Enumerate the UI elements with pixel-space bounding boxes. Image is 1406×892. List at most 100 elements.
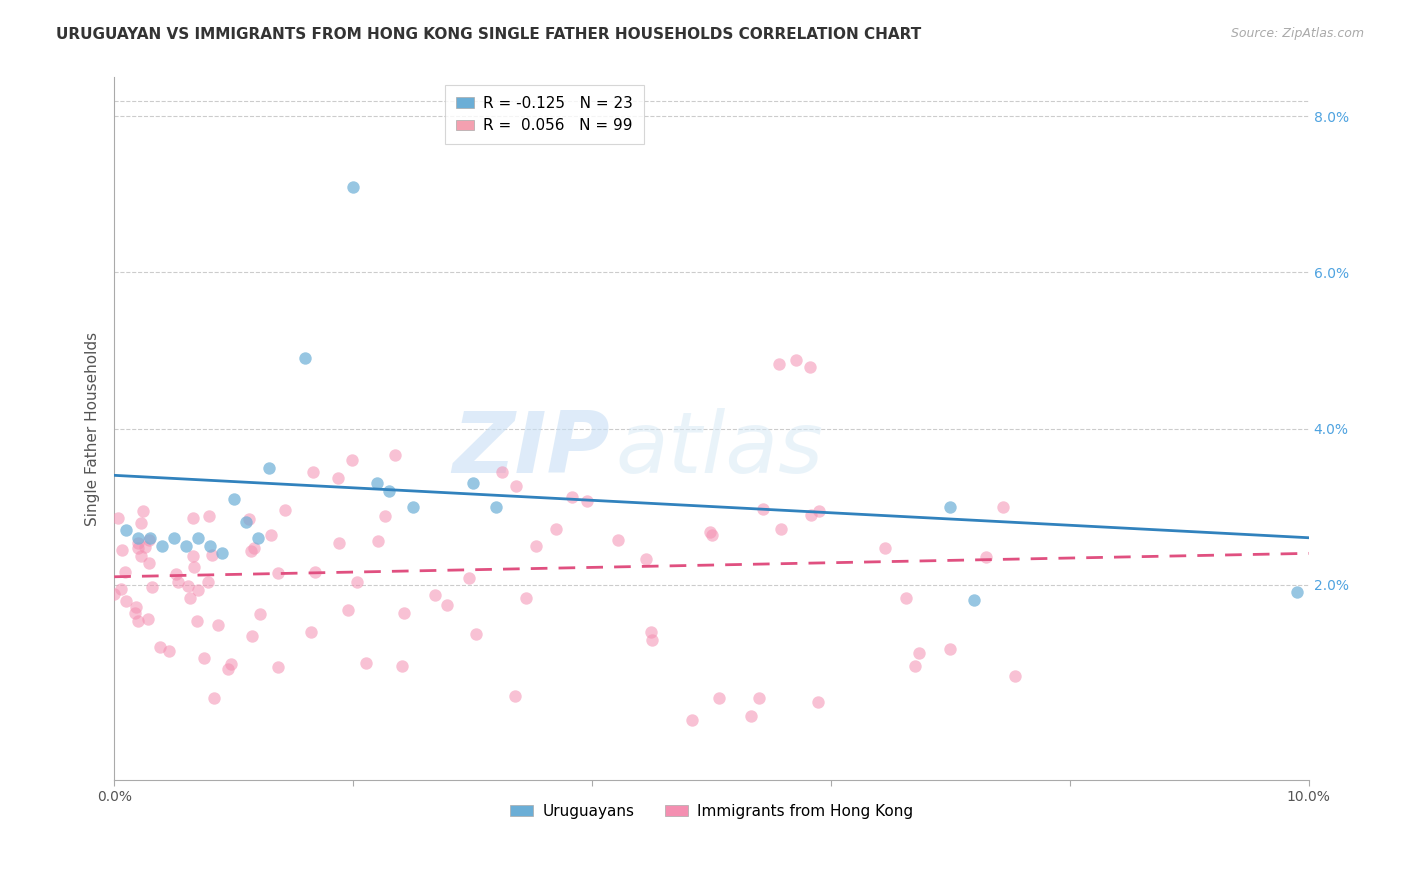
Point	[239, 543, 262, 558]
Point	[222, 491, 245, 506]
Point	[785, 352, 807, 367]
Point	[134, 540, 156, 554]
Point	[993, 500, 1015, 515]
Point	[186, 615, 208, 629]
Point	[302, 465, 325, 479]
Point	[768, 357, 790, 371]
Point	[328, 535, 350, 549]
Point	[187, 531, 209, 545]
Point	[751, 501, 773, 516]
Point	[193, 651, 215, 665]
Text: atlas: atlas	[616, 408, 824, 491]
Point	[384, 448, 406, 462]
Point	[337, 603, 360, 617]
Point	[939, 642, 962, 657]
Point	[367, 534, 389, 549]
Point	[374, 509, 396, 524]
Point	[524, 539, 547, 553]
Point	[174, 539, 197, 553]
Point	[159, 644, 181, 658]
Point	[207, 617, 229, 632]
Point	[266, 566, 288, 580]
Point	[141, 580, 163, 594]
Point	[260, 528, 283, 542]
Point	[201, 549, 224, 563]
Point	[963, 593, 986, 607]
Point	[340, 453, 363, 467]
Text: URUGUAYAN VS IMMIGRANTS FROM HONG KONG SINGLE FATHER HOUSEHOLDS CORRELATION CHAR: URUGUAYAN VS IMMIGRANTS FROM HONG KONG S…	[56, 27, 921, 42]
Point	[1004, 669, 1026, 683]
Point	[546, 522, 568, 536]
Point	[354, 656, 377, 670]
Point	[299, 624, 322, 639]
Point	[748, 690, 770, 705]
Point	[807, 695, 830, 709]
Point	[167, 575, 190, 590]
Point	[640, 625, 662, 640]
Point	[894, 591, 917, 605]
Point	[939, 500, 962, 514]
Point	[217, 662, 239, 676]
Point	[103, 587, 125, 601]
Point	[425, 588, 447, 602]
Point	[491, 465, 513, 479]
Y-axis label: Single Father Households: Single Father Households	[86, 332, 100, 525]
Point	[304, 565, 326, 579]
Point	[485, 500, 508, 514]
Point	[202, 691, 225, 706]
Point	[273, 503, 295, 517]
Point	[198, 539, 221, 553]
Point	[115, 523, 138, 537]
Point	[402, 500, 425, 514]
Point	[246, 531, 269, 545]
Point	[699, 525, 721, 540]
Point	[641, 633, 664, 648]
Point	[107, 511, 129, 525]
Point	[197, 575, 219, 590]
Point	[904, 659, 927, 673]
Point	[342, 179, 364, 194]
Point	[328, 471, 350, 485]
Point	[808, 503, 831, 517]
Point	[366, 476, 388, 491]
Point	[179, 591, 201, 605]
Point	[198, 508, 221, 523]
Point	[127, 614, 149, 628]
Point	[259, 460, 281, 475]
Point	[110, 582, 132, 596]
Point	[561, 490, 583, 504]
Point	[740, 709, 762, 723]
Point	[249, 607, 271, 622]
Point	[149, 640, 172, 655]
Point	[378, 483, 401, 498]
Point	[1285, 585, 1308, 599]
Point	[165, 567, 187, 582]
Point	[515, 591, 537, 606]
Point	[799, 360, 821, 375]
Point	[770, 522, 793, 536]
Point	[110, 543, 132, 558]
Point	[238, 512, 260, 526]
Point	[391, 659, 413, 673]
Point	[976, 550, 998, 565]
Point	[267, 660, 290, 674]
Point	[242, 541, 264, 555]
Text: ZIP: ZIP	[453, 408, 610, 491]
Legend: Uruguayans, Immigrants from Hong Kong: Uruguayans, Immigrants from Hong Kong	[503, 797, 920, 824]
Point	[634, 552, 657, 566]
Point	[163, 531, 186, 545]
Point	[240, 629, 263, 643]
Point	[464, 627, 486, 641]
Point	[235, 515, 257, 529]
Point	[124, 599, 146, 614]
Text: Source: ZipAtlas.com: Source: ZipAtlas.com	[1230, 27, 1364, 40]
Point	[114, 565, 136, 579]
Point	[346, 574, 368, 589]
Point	[138, 556, 160, 570]
Point	[800, 508, 823, 523]
Point	[394, 606, 416, 620]
Point	[221, 657, 243, 672]
Point	[907, 646, 929, 660]
Point	[139, 531, 162, 545]
Point	[183, 559, 205, 574]
